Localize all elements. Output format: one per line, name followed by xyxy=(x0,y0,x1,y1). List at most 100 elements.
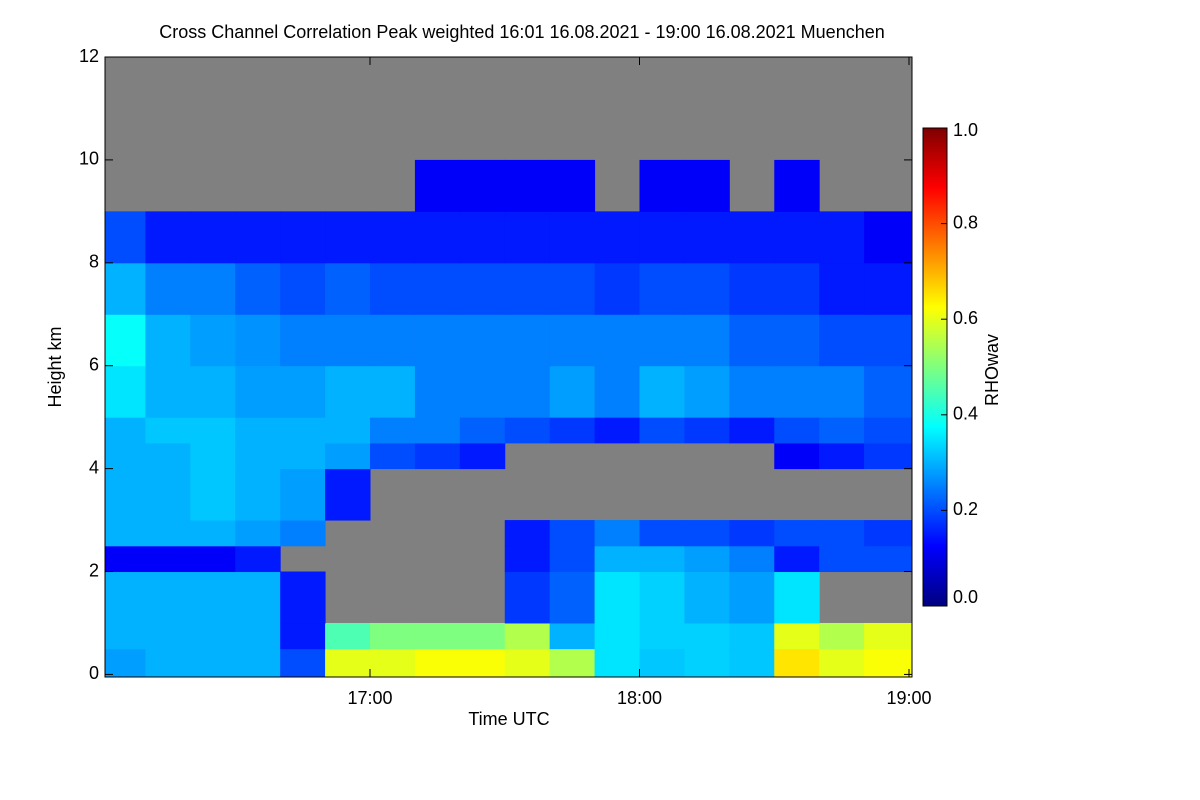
heatmap-cell xyxy=(145,520,191,547)
heatmap-cell xyxy=(370,365,416,418)
heatmap-cell xyxy=(190,211,236,264)
heatmap-cell xyxy=(280,468,326,521)
heatmap-cell xyxy=(105,571,146,624)
heatmap-cell xyxy=(235,468,281,521)
colorbar xyxy=(922,127,948,607)
heatmap-cell xyxy=(684,648,730,677)
heatmap-cell xyxy=(145,545,191,573)
heatmap-cell xyxy=(549,211,596,264)
heatmap-cell xyxy=(864,211,912,264)
heatmap-cell xyxy=(280,314,326,367)
heatmap-cell xyxy=(459,622,506,650)
heatmap-cell xyxy=(235,648,281,677)
heatmap-cell xyxy=(235,520,281,547)
heatmap-cell xyxy=(280,417,326,444)
heatmap-cell xyxy=(190,417,236,444)
heatmap-cell xyxy=(504,545,551,573)
heatmap-cell xyxy=(280,262,326,315)
heatmap-cell xyxy=(235,545,281,573)
heatmap-cell xyxy=(549,545,596,573)
heatmap-cell xyxy=(105,365,146,418)
heatmap-cell xyxy=(325,648,371,677)
heatmap-cell xyxy=(145,571,191,624)
y-tick-label: 4 xyxy=(89,457,99,477)
heatmap-cell xyxy=(819,648,865,677)
heatmap-cell xyxy=(639,622,685,650)
heatmap-cell xyxy=(370,417,416,444)
heatmap-cell xyxy=(774,571,820,624)
heatmap-cell xyxy=(145,468,191,521)
colorbar-tick-label: 0.2 xyxy=(953,499,978,519)
heatmap-cell xyxy=(280,211,326,264)
x-tick-label: 18:00 xyxy=(617,688,662,708)
heatmap-cell xyxy=(504,417,551,444)
heatmap-cell xyxy=(729,211,775,264)
heatmap-cell xyxy=(819,545,865,573)
heatmap-cell xyxy=(235,365,281,418)
heatmap-cell xyxy=(729,571,775,624)
heatmap-cell xyxy=(549,571,596,624)
heatmap-cell xyxy=(594,314,641,367)
heatmap-cell xyxy=(549,159,596,212)
colorbar-tick-label: 0.8 xyxy=(953,212,978,232)
heatmap-cell xyxy=(414,159,461,212)
heatmap-cell xyxy=(280,365,326,418)
heatmap-cell xyxy=(190,648,236,677)
heatmap-cell xyxy=(414,262,461,315)
heatmap-cell xyxy=(774,262,820,315)
heatmap-cell xyxy=(639,314,685,367)
heatmap-cell xyxy=(459,648,506,677)
heatmap-cell xyxy=(729,622,775,650)
heatmap-cell xyxy=(504,365,551,418)
heatmap-cell xyxy=(594,622,641,650)
heatmap-cell xyxy=(414,211,461,264)
heatmap-cell xyxy=(594,545,641,573)
heatmap-cell xyxy=(594,571,641,624)
heatmap-cell xyxy=(235,211,281,264)
heatmap-cell xyxy=(594,417,641,444)
heatmap-cell xyxy=(325,622,371,650)
heatmap-cell xyxy=(594,211,641,264)
heatmap-cell xyxy=(235,622,281,650)
heatmap-cell xyxy=(549,365,596,418)
heatmap-cell xyxy=(370,262,416,315)
heatmap-cell xyxy=(325,314,371,367)
heatmap-cell xyxy=(504,159,551,212)
heatmap-cell xyxy=(145,442,191,470)
heatmap-cell xyxy=(774,417,820,444)
heatmap-cell xyxy=(729,648,775,677)
heatmap-cell xyxy=(864,442,912,470)
heatmap-cell xyxy=(639,648,685,677)
heatmap-cell xyxy=(145,365,191,418)
heatmap-cell xyxy=(145,417,191,444)
heatmap-cell xyxy=(145,648,191,677)
heatmap-cell xyxy=(190,545,236,573)
heatmap-cell xyxy=(639,365,685,418)
colorbar-tick-label: 0.4 xyxy=(953,404,978,424)
x-axis-label: Time UTC xyxy=(468,709,549,729)
heatmap-cell xyxy=(639,262,685,315)
heatmap-cell xyxy=(414,314,461,367)
heatmap-cell xyxy=(774,545,820,573)
heatmap-cell xyxy=(774,648,820,677)
heatmap-cell xyxy=(370,622,416,650)
heatmap-cell xyxy=(280,442,326,470)
heatmap-cell xyxy=(549,622,596,650)
heatmap-cell xyxy=(235,314,281,367)
heatmap-cell xyxy=(190,622,236,650)
heatmap-cell xyxy=(105,314,146,367)
heatmap-cell xyxy=(190,314,236,367)
y-tick-label: 2 xyxy=(89,560,99,580)
heatmap-cell xyxy=(325,365,371,418)
heatmap-cell xyxy=(105,417,146,444)
heatmap-cell xyxy=(684,314,730,367)
heatmap-cell xyxy=(819,442,865,470)
heatmap-cell xyxy=(325,262,371,315)
heatmap-cell xyxy=(864,622,912,650)
heatmap-cell xyxy=(235,442,281,470)
heatmap-cell xyxy=(639,211,685,264)
heatmap-cell xyxy=(774,314,820,367)
heatmap-cell xyxy=(864,314,912,367)
heatmap-cell xyxy=(370,648,416,677)
